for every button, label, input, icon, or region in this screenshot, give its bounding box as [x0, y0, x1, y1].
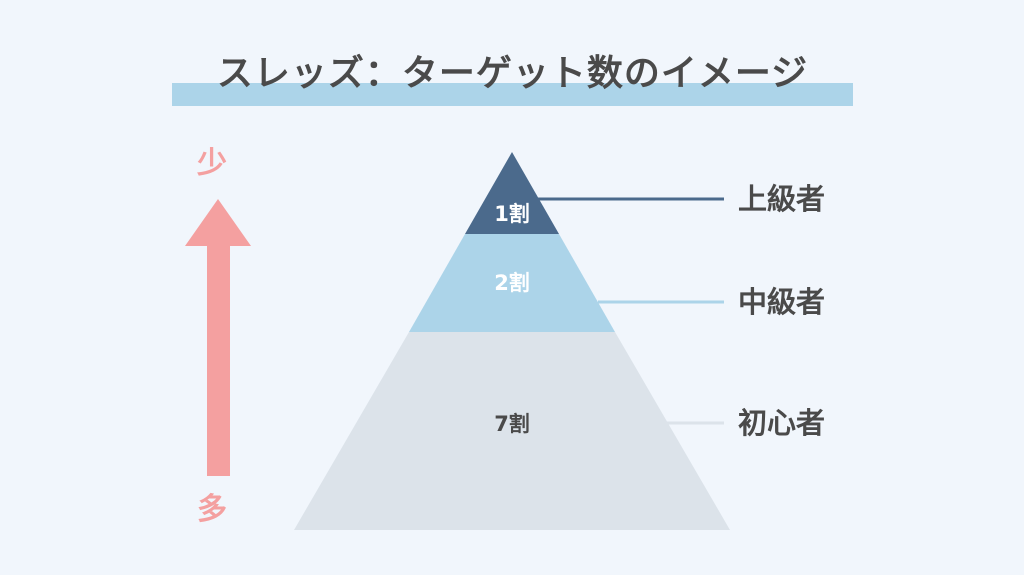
arrow-top-label: 少 — [197, 146, 227, 181]
up-arrow-icon — [185, 199, 251, 476]
arrow-bottom-label: 多 — [197, 492, 227, 527]
level-label-beginner: 初心者 — [738, 406, 826, 440]
level-label-intermediate: 中級者 — [738, 285, 826, 319]
pyramid-tier-middle — [409, 234, 615, 332]
level-label-advanced: 上級者 — [738, 182, 826, 216]
page-title: スレッズ：ターゲット数のイメージ — [216, 53, 809, 94]
title-underline-bar — [172, 83, 853, 106]
tier-share-middle: 2割 — [494, 271, 530, 295]
pyramid-tier-top — [465, 152, 559, 234]
pyramid-tier-bottom — [294, 332, 730, 530]
tier-share-top: 1割 — [494, 202, 530, 226]
tier-share-bottom: 7割 — [494, 412, 530, 436]
